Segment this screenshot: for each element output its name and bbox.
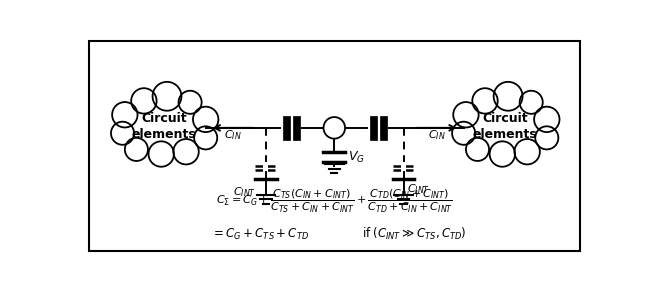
- Text: $\mathrm{if}\;(C_{INT} \gg C_{TS}, C_{TD})$: $\mathrm{if}\;(C_{INT} \gg C_{TS}, C_{TD…: [362, 226, 467, 242]
- Circle shape: [518, 90, 544, 115]
- Text: $V_G$: $V_G$: [348, 150, 365, 165]
- Circle shape: [172, 138, 200, 166]
- Circle shape: [130, 87, 158, 115]
- Text: $C_{IN}$: $C_{IN}$: [428, 128, 445, 142]
- Text: $C_{IN}$: $C_{IN}$: [224, 128, 242, 142]
- Circle shape: [488, 140, 517, 168]
- Text: $C_{INT}$: $C_{INT}$: [407, 183, 430, 196]
- Circle shape: [110, 121, 135, 146]
- Bar: [379, 116, 387, 140]
- Circle shape: [513, 138, 541, 166]
- Circle shape: [111, 101, 139, 129]
- Text: Circuit
elements: Circuit elements: [473, 112, 537, 141]
- Bar: [370, 116, 377, 140]
- Circle shape: [471, 87, 499, 115]
- Circle shape: [323, 117, 345, 139]
- Circle shape: [192, 105, 219, 133]
- Circle shape: [451, 121, 476, 146]
- Circle shape: [151, 80, 183, 112]
- Bar: [283, 116, 290, 140]
- Text: $C_{\Sigma} = C_G + \dfrac{C_{TS}(C_{IN} + C_{INT})}{C_{TS} + C_{IN} + C_{INT}} : $C_{\Sigma} = C_G + \dfrac{C_{TS}(C_{IN}…: [215, 188, 453, 215]
- Circle shape: [534, 125, 560, 151]
- Text: $C_{INT}$: $C_{INT}$: [233, 186, 257, 199]
- Circle shape: [123, 137, 149, 162]
- Bar: [293, 116, 300, 140]
- Circle shape: [452, 101, 480, 129]
- Text: $= C_G + C_{TS} + C_{TD}$: $= C_G + C_{TS} + C_{TD}$: [212, 227, 310, 242]
- Circle shape: [147, 140, 175, 168]
- Circle shape: [492, 80, 524, 112]
- Circle shape: [465, 137, 490, 162]
- Circle shape: [533, 105, 561, 133]
- Circle shape: [193, 125, 218, 151]
- Ellipse shape: [459, 96, 551, 156]
- Circle shape: [178, 90, 203, 115]
- Text: Circuit
elements: Circuit elements: [132, 112, 197, 141]
- Ellipse shape: [118, 96, 210, 156]
